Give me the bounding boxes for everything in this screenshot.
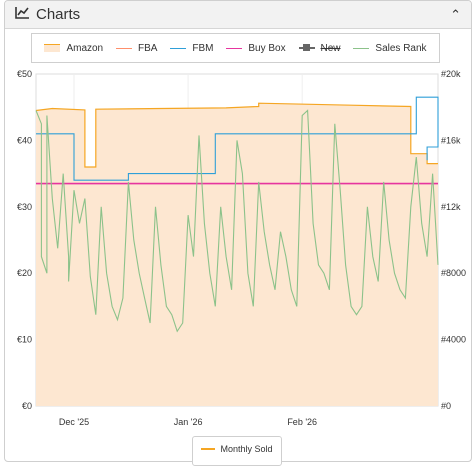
chevron-up-icon[interactable]: ⌃ [450,6,461,22]
legend-swatch-amazon [44,44,61,52]
legend-label-sales-rank: Sales Rank [375,42,427,54]
legend-item-sales-rank[interactable]: Sales Rank [353,42,427,54]
price-history-chart: €0 €10 €20 €30 €40 €50 #0 #4000 #8000 #12k #16k #20… [17,69,466,427]
y-left-tick-2: €20 [17,268,32,278]
legend-label-amazon: Amazon [66,42,104,54]
y-right-tick-2: #8000 [441,268,466,278]
chart-legend: Amazon FBA FBM Buy Box New Sales Rank [31,33,440,63]
legend-item-amazon[interactable]: Amazon [44,43,103,54]
monthly-sold-label: Monthly Sold [220,444,273,454]
x-tick-1: Jan '26 [174,417,203,427]
legend-swatch-buy-box [226,47,243,49]
series-line-fbm [36,96,439,181]
series-line-sales-rank [35,109,439,333]
legend-item-buy-box[interactable]: Buy Box [226,42,286,54]
legend-swatch-sales-rank [353,47,370,49]
legend-label-fba: FBA [138,42,158,54]
legend-label-buy-box: Buy Box [248,42,286,54]
legend-label-fbm: FBM [192,42,214,54]
y-right-tick-1: #4000 [441,335,466,345]
panel-title: Charts [36,6,81,23]
legend-label-new: New [320,42,341,54]
line-chart-icon [15,6,30,24]
legend-swatch-fba [116,47,133,49]
y-left-tick-1: €10 [17,335,32,345]
legend-item-fba[interactable]: FBA [116,43,157,54]
monthly-sold-swatch [201,448,216,450]
y-right-tick-4: #16k [441,135,461,145]
y-right-tick-0: #0 [441,401,451,411]
legend-swatch-new [298,44,315,51]
x-tick-0: Dec '25 [59,417,89,427]
y-left-tick-4: €40 [17,135,32,145]
y-right-tick-3: #12k [441,202,461,212]
charts-panel-header[interactable]: Charts ⌃ [5,1,471,29]
series-area-amazon [36,103,438,406]
legend-item-fbm[interactable]: FBM [170,43,213,54]
series-line-amazon [35,102,438,168]
y-right-tick-5: #20k [441,69,461,79]
legend-swatch-fbm [170,47,187,49]
x-tick-2: Feb '26 [287,417,317,427]
legend-item-new[interactable]: New [298,42,341,54]
y-left-tick-5: €50 [17,69,32,79]
y-left-tick-0: €0 [22,401,32,411]
y-left-tick-3: €30 [17,202,32,212]
monthly-sold-legend[interactable]: Monthly Sold [192,436,282,466]
